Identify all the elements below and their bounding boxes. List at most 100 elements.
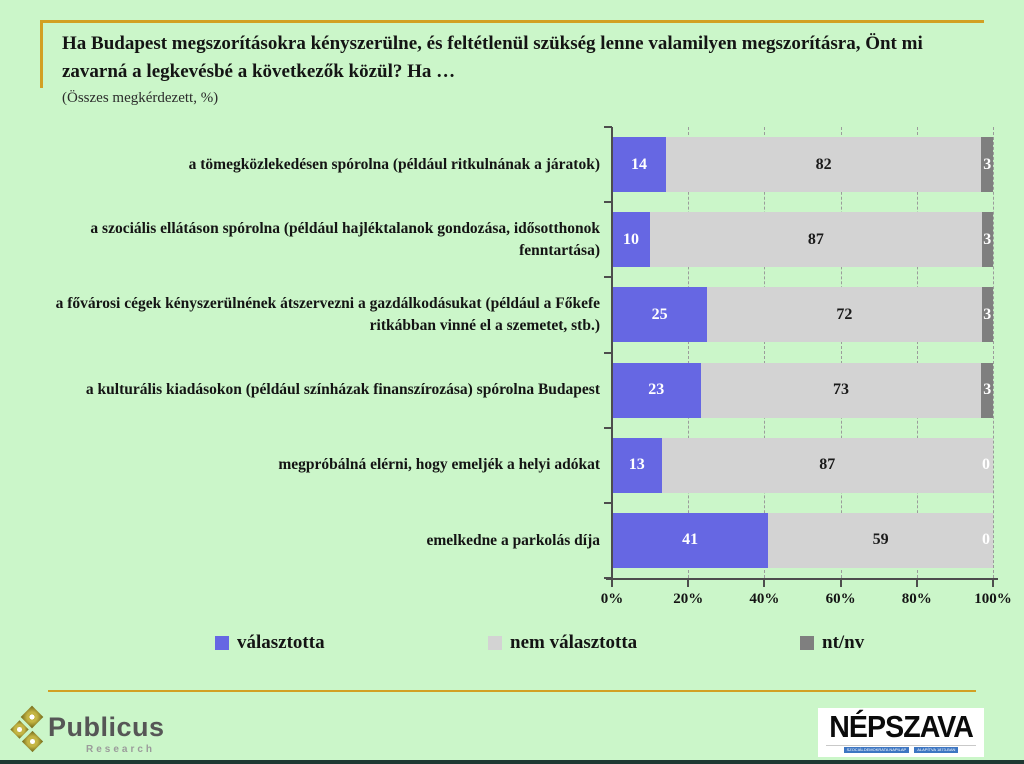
x-axis-line	[606, 578, 998, 580]
y-axis-line	[611, 127, 613, 578]
bar-segment-nem-v-lasztotta: 73	[700, 362, 982, 418]
bar-value-label: 82	[815, 155, 832, 173]
bar-value-label: 87	[807, 230, 824, 248]
x-axis-tick-label: 0%	[600, 591, 624, 607]
x-axis-tick	[763, 580, 766, 587]
footer-rule	[48, 690, 976, 692]
bar-value-label: 13	[628, 456, 645, 474]
bar-value-label: 23	[648, 381, 665, 399]
bar-segment-v-lasztotta: 10	[612, 212, 651, 268]
y-axis-tick	[604, 426, 612, 429]
x-axis-tick	[611, 580, 613, 587]
legend-item: nt/nv	[800, 632, 864, 654]
legend-swatch-icon	[800, 636, 814, 650]
gridline	[688, 127, 690, 578]
x-axis-tick	[687, 580, 690, 587]
x-axis-tick-label: 20%	[673, 591, 704, 607]
y-axis-tick	[604, 201, 612, 204]
legend: választotta nem választotta nt/nv	[0, 632, 1024, 660]
bar-value-label: 73	[832, 381, 849, 399]
bar-track: 13 87 0	[612, 437, 993, 493]
bar-value-label: 10	[623, 230, 640, 248]
bar-segment-v-lasztotta: 23	[612, 362, 701, 418]
category-label: a kulturális kiadásokon (például színház…	[85, 381, 600, 399]
bar-segment-nem-v-lasztotta: 59	[768, 512, 993, 568]
nepszava-logo: NÉPSZAVA SZOCIÁLDEMOKRATA NAPILAP ALAPÍT…	[818, 708, 984, 757]
bar-track: 14 82 3	[612, 137, 993, 193]
category-label: a tömegközlekedésen spórolna (például ri…	[188, 155, 600, 173]
chart-title: Ha Budapest megszorításokra kényszerülne…	[62, 33, 923, 82]
gridline	[840, 127, 842, 578]
legend-label: választotta	[237, 632, 325, 653]
publicus-logo-text: Publicus	[48, 712, 165, 742]
bar-segment-nem-v-lasztotta: 82	[665, 137, 982, 193]
x-axis-tick-label: 60%	[825, 591, 856, 607]
nepszava-subtext-right: ALAPÍTVA 1873-BAN	[914, 747, 959, 754]
chart-subtitle: (Összes megkérdezett, %)	[62, 90, 219, 106]
bar-value-label: 87	[819, 456, 836, 474]
bar-segment-nem-v-lasztotta: 87	[661, 437, 993, 493]
y-axis-tick	[604, 276, 612, 279]
title-top-rule	[40, 20, 984, 23]
category-label: emelkedne a parkolás díja	[426, 531, 600, 549]
bar-segment-nt-nv: 3	[981, 362, 993, 418]
legend-item: választotta	[215, 632, 325, 654]
bar-value-label: 72	[836, 305, 853, 323]
category-labels: a tömegközlekedésen spórolna (például ri…	[38, 127, 600, 578]
bar-value-label: 0	[982, 531, 990, 549]
bar-track: 10 87 3	[612, 212, 993, 268]
bar-value-label: 3	[983, 230, 992, 248]
x-axis-tick	[915, 580, 918, 587]
bar-value-label: 25	[651, 305, 668, 323]
legend-swatch-icon	[215, 636, 229, 650]
bar-value-label: 41	[682, 531, 699, 549]
category-label: megpróbálná elérni, hogy emeljék a helyi…	[278, 456, 600, 474]
bar-value-label: 0	[982, 456, 990, 474]
bar-value-label: 14	[630, 155, 647, 173]
x-axis-tick	[839, 580, 842, 587]
x-axis-tick	[992, 580, 994, 587]
bar-segment-v-lasztotta: 14	[612, 137, 666, 193]
bar-segment-nem-v-lasztotta: 72	[707, 287, 982, 343]
gridline	[916, 127, 918, 578]
bar-value-label: 59	[872, 531, 889, 549]
legend-label: nt/nv	[822, 632, 865, 653]
x-axis-tick-label: 100%	[974, 591, 1012, 607]
x-axis-tick-label: 80%	[901, 591, 932, 607]
bottom-border-strip	[0, 760, 1024, 764]
publicus-logo: Publicus Research	[10, 705, 165, 758]
bar-track: 25 72 3	[612, 287, 993, 343]
legend-label: nem választotta	[510, 632, 638, 653]
x-axis-tick-label: 40%	[749, 591, 780, 607]
legend-item: nem választotta	[488, 632, 637, 654]
title-left-rule	[40, 20, 43, 88]
bar-segment-nem-v-lasztotta: 87	[650, 212, 982, 268]
bar-track: 41 59 0	[612, 512, 993, 568]
bar-segment-nt-nv: 3	[981, 212, 993, 268]
plot-area: 0% 20% 40% 60% 80% 100% 14 82 3 10 87 3 25 72 3 23 73 3 13…	[601, 126, 1012, 607]
nepszava-logo-text: NÉPSZAVA	[829, 709, 974, 744]
legend-swatch-icon	[488, 636, 502, 650]
bar-segment-v-lasztotta: 13	[612, 437, 662, 493]
category-label: a fővárosi cégek kényszerülnének átszerv…	[55, 295, 600, 334]
publicus-logo-subtext: Research	[86, 744, 156, 755]
gridline	[764, 127, 766, 578]
gridline	[993, 127, 994, 578]
bar-segment-v-lasztotta: 41	[612, 512, 769, 568]
bar-segment-nt-nv: 3	[981, 137, 993, 193]
bar-segment-v-lasztotta: 25	[612, 287, 708, 343]
y-axis-tick	[604, 501, 612, 504]
bar-track: 23 73 3	[612, 362, 993, 418]
bar-segment-nt-nv: 3	[981, 287, 993, 343]
nepszava-logo-subrow: SZOCIÁLDEMOKRATA NAPILAP ALAPÍTVA 1873-B…	[826, 745, 976, 754]
category-label: a szociális ellátáson spórolna (például …	[90, 220, 600, 259]
y-axis-tick	[604, 126, 612, 128]
bar-value-label: 3	[983, 381, 992, 399]
y-axis-tick	[604, 577, 612, 579]
bar-value-label: 3	[983, 155, 992, 173]
y-axis-tick	[604, 351, 612, 354]
nepszava-subtext-left: SZOCIÁLDEMOKRATA NAPILAP	[843, 747, 910, 754]
bar-value-label: 3	[983, 305, 992, 323]
publicus-diamond-icon	[21, 730, 44, 753]
